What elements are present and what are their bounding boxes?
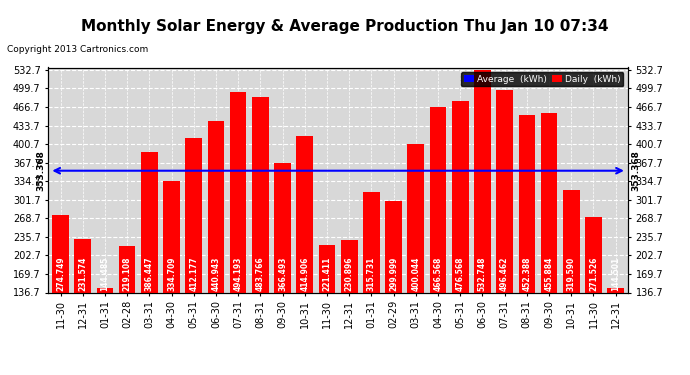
- Text: 271.526: 271.526: [589, 257, 598, 291]
- Text: 455.884: 455.884: [544, 257, 553, 291]
- Bar: [252, 98, 268, 369]
- Text: 496.462: 496.462: [500, 257, 509, 291]
- Text: 144.485: 144.485: [101, 257, 110, 291]
- Text: Copyright 2013 Cartronics.com: Copyright 2013 Cartronics.com: [7, 45, 148, 54]
- Bar: [319, 245, 335, 369]
- Text: 299.999: 299.999: [389, 257, 398, 291]
- Bar: [452, 102, 469, 369]
- Text: 144.501: 144.501: [611, 257, 620, 291]
- Text: 476.568: 476.568: [455, 257, 465, 291]
- Bar: [297, 136, 313, 369]
- Text: 412.177: 412.177: [189, 257, 198, 291]
- Text: 319.590: 319.590: [566, 257, 575, 291]
- Bar: [208, 122, 224, 369]
- Text: 219.108: 219.108: [123, 257, 132, 291]
- Legend: Average  (kWh), Daily  (kWh): Average (kWh), Daily (kWh): [461, 72, 623, 86]
- Bar: [385, 201, 402, 369]
- Bar: [496, 90, 513, 369]
- Text: 400.044: 400.044: [411, 257, 420, 291]
- Text: 483.766: 483.766: [256, 257, 265, 291]
- Bar: [52, 215, 69, 369]
- Text: 386.447: 386.447: [145, 257, 154, 291]
- Text: 231.574: 231.574: [78, 257, 87, 291]
- Text: Monthly Solar Energy & Average Production Thu Jan 10 07:34: Monthly Solar Energy & Average Productio…: [81, 19, 609, 34]
- Text: 440.943: 440.943: [211, 257, 221, 291]
- Bar: [119, 246, 135, 369]
- Bar: [474, 70, 491, 369]
- Text: 221.411: 221.411: [322, 257, 331, 291]
- Text: 315.731: 315.731: [367, 257, 376, 291]
- Text: 230.896: 230.896: [345, 257, 354, 291]
- Bar: [341, 240, 357, 369]
- Text: 414.906: 414.906: [300, 257, 309, 291]
- Bar: [585, 217, 602, 369]
- Bar: [141, 152, 158, 369]
- Bar: [164, 181, 180, 369]
- Text: 452.388: 452.388: [522, 257, 531, 291]
- Text: 466.568: 466.568: [433, 257, 442, 291]
- Bar: [363, 192, 380, 369]
- Text: 532.748: 532.748: [478, 257, 487, 291]
- Bar: [541, 113, 558, 369]
- Bar: [97, 288, 113, 369]
- Bar: [186, 138, 202, 369]
- Bar: [274, 164, 291, 369]
- Bar: [518, 115, 535, 369]
- Text: 353.368: 353.368: [631, 150, 640, 191]
- Bar: [607, 288, 624, 369]
- Bar: [408, 144, 424, 369]
- Text: 353.368: 353.368: [36, 150, 45, 191]
- Bar: [75, 239, 91, 369]
- Bar: [430, 107, 446, 369]
- Text: 494.193: 494.193: [234, 257, 243, 291]
- Text: 334.709: 334.709: [167, 257, 176, 291]
- Text: 366.493: 366.493: [278, 257, 287, 291]
- Bar: [230, 92, 246, 369]
- Bar: [563, 190, 580, 369]
- Text: 274.749: 274.749: [56, 257, 65, 291]
